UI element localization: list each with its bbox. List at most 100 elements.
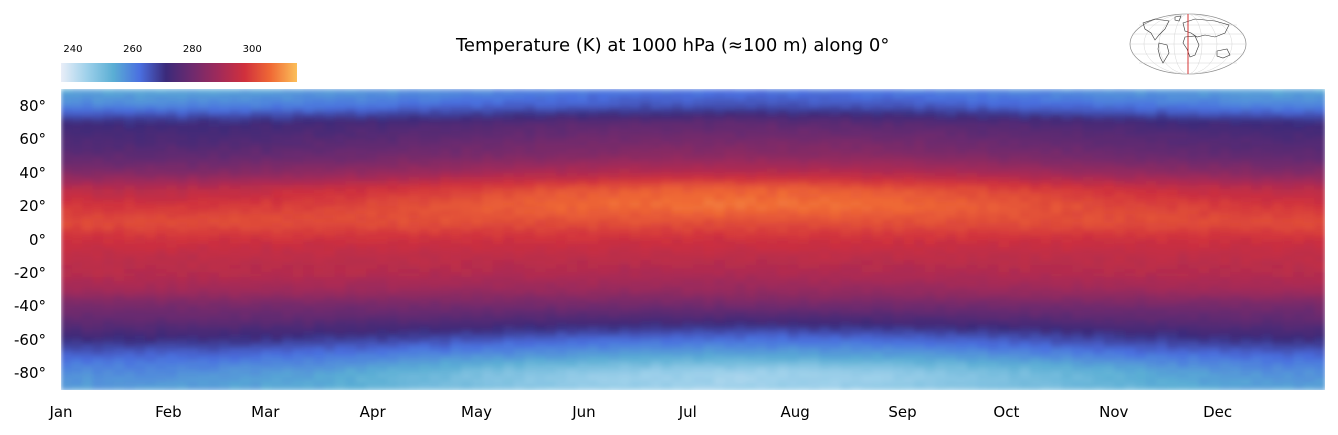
heatmap-cell [219, 168, 231, 174]
heatmap-cell [187, 210, 199, 216]
heatmap-cell [693, 189, 705, 195]
heatmap-cell [693, 201, 705, 207]
heatmap-cell [492, 172, 504, 178]
heatmap-cell [419, 344, 431, 349]
heatmap-cell [82, 130, 94, 136]
heatmap-cell [145, 118, 157, 124]
heatmap-cell [145, 139, 157, 144]
heatmap-cell [714, 139, 726, 144]
heatmap-cell [408, 339, 420, 345]
heatmap-cell [377, 348, 389, 353]
heatmap-cell [566, 93, 578, 98]
heatmap-cell [429, 360, 441, 366]
heatmap-cell [513, 172, 526, 178]
heatmap-cell [292, 189, 304, 195]
heatmap-cell [398, 114, 410, 119]
heatmap-cell [503, 348, 515, 353]
heatmap-cell [155, 364, 167, 370]
heatmap-cell [145, 231, 157, 236]
heatmap-cell [166, 197, 178, 203]
heatmap-cell [313, 93, 325, 98]
heatmap-cell [250, 160, 262, 165]
heatmap-cell [777, 281, 789, 287]
heatmap-cell [366, 256, 378, 261]
heatmap-cell [766, 289, 778, 295]
heatmap-cell [155, 172, 167, 178]
heatmap-cell [92, 247, 104, 253]
heatmap-cell [197, 260, 210, 266]
heatmap-cell [714, 272, 726, 278]
heatmap-cell [240, 339, 252, 345]
heatmap-cell [735, 285, 747, 291]
heatmap-cell [155, 260, 167, 266]
heatmap-cell [71, 130, 83, 136]
heatmap-cell [440, 373, 452, 379]
heatmap-cell [440, 377, 452, 383]
heatmap-cell [619, 243, 631, 249]
heatmap-cell [745, 352, 757, 358]
heatmap-cell [587, 214, 599, 220]
heatmap-cell [513, 285, 526, 291]
heatmap-cell [134, 226, 146, 232]
heatmap-cell [240, 272, 252, 278]
heatmap-cell [92, 239, 104, 245]
heatmap-cell [608, 289, 620, 295]
heatmap-cell [608, 264, 620, 270]
heatmap-cell [187, 381, 199, 387]
heatmap-cell [756, 339, 768, 345]
heatmap-cell [492, 285, 504, 291]
heatmap-cell [650, 139, 662, 144]
heatmap-cell [619, 310, 631, 316]
heatmap-cell [176, 327, 188, 333]
heatmap-cell [482, 172, 494, 178]
heatmap-cell [661, 243, 673, 249]
heatmap-cell [82, 180, 94, 186]
heatmap-cell [219, 293, 231, 299]
heatmap-cell [271, 293, 283, 299]
heatmap-cell [766, 201, 778, 207]
heatmap-cell [134, 160, 146, 165]
heatmap-cell [724, 243, 736, 249]
heatmap-cell [334, 360, 346, 366]
heatmap-cell [492, 109, 504, 115]
heatmap-cell [587, 348, 599, 353]
heatmap-cell [450, 226, 462, 232]
heatmap-cell [461, 256, 473, 261]
heatmap-cell [377, 155, 389, 161]
heatmap-cell [661, 155, 673, 161]
heatmap-cell [176, 298, 188, 303]
heatmap-cell [524, 206, 536, 211]
heatmap-cell [661, 134, 673, 140]
heatmap-cell [176, 89, 188, 94]
heatmap-cell [777, 118, 789, 124]
heatmap-cell [661, 168, 673, 174]
heatmap-cell [176, 222, 188, 228]
heatmap-cell [219, 206, 231, 211]
heatmap-cell [250, 356, 262, 362]
heatmap-cell [134, 331, 146, 337]
heatmap-cell [661, 285, 673, 291]
heatmap-cell [661, 201, 673, 207]
heatmap-cell [682, 239, 694, 245]
heatmap-cell [240, 222, 252, 228]
heatmap-cell [513, 97, 526, 103]
heatmap-cell [693, 147, 705, 153]
heatmap-cell [187, 114, 199, 119]
heatmap-cell [545, 256, 557, 261]
heatmap-cell [545, 327, 557, 333]
heatmap-cell [556, 272, 568, 278]
heatmap-cell [577, 101, 589, 107]
heatmap-cell [461, 327, 473, 333]
heatmap-cell [492, 373, 504, 379]
heatmap-cell [176, 385, 188, 390]
heatmap-cell [756, 277, 768, 282]
heatmap-cell [187, 293, 199, 299]
heatmap-cell [619, 197, 631, 203]
heatmap-cell [693, 155, 705, 161]
heatmap-cell [524, 264, 536, 270]
heatmap-cell [682, 256, 694, 261]
heatmap-cell [187, 118, 199, 124]
heatmap-cell [271, 298, 283, 303]
heatmap-cell [535, 151, 547, 157]
heatmap-cell [545, 214, 557, 220]
